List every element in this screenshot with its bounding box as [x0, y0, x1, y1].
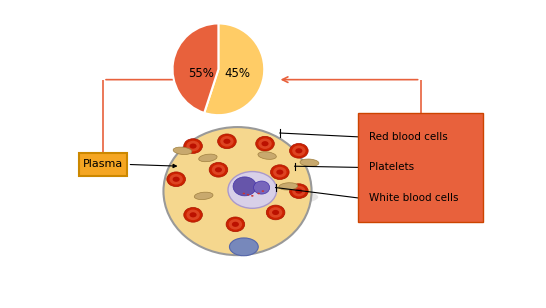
Text: Red blood cells: Red blood cells	[369, 132, 447, 142]
Ellipse shape	[232, 222, 239, 227]
Wedge shape	[173, 23, 218, 113]
Ellipse shape	[184, 208, 203, 222]
Ellipse shape	[173, 147, 192, 155]
Ellipse shape	[295, 148, 302, 153]
Text: Platelets: Platelets	[369, 162, 414, 172]
Ellipse shape	[270, 165, 289, 180]
Ellipse shape	[300, 159, 319, 166]
Ellipse shape	[292, 145, 306, 156]
Ellipse shape	[242, 193, 245, 194]
Ellipse shape	[295, 188, 302, 194]
Ellipse shape	[184, 139, 203, 153]
Ellipse shape	[241, 199, 259, 207]
Ellipse shape	[289, 144, 308, 158]
Ellipse shape	[257, 193, 260, 194]
Ellipse shape	[258, 152, 276, 159]
Ellipse shape	[276, 170, 283, 175]
Ellipse shape	[251, 195, 253, 197]
Ellipse shape	[258, 138, 272, 149]
Ellipse shape	[199, 154, 217, 162]
Ellipse shape	[173, 177, 180, 182]
Ellipse shape	[233, 177, 256, 196]
Ellipse shape	[229, 219, 242, 229]
Ellipse shape	[215, 167, 222, 172]
Text: 55%: 55%	[188, 67, 214, 80]
Ellipse shape	[269, 207, 282, 218]
Ellipse shape	[256, 136, 274, 151]
Text: White blood cells: White blood cells	[369, 193, 458, 203]
Ellipse shape	[262, 190, 264, 192]
Wedge shape	[204, 23, 264, 115]
Ellipse shape	[266, 205, 285, 220]
FancyBboxPatch shape	[79, 153, 128, 176]
Ellipse shape	[289, 184, 308, 198]
Ellipse shape	[189, 144, 197, 149]
Ellipse shape	[247, 194, 250, 196]
Ellipse shape	[186, 141, 200, 151]
Ellipse shape	[212, 164, 225, 175]
Ellipse shape	[220, 136, 234, 147]
Ellipse shape	[228, 172, 277, 208]
Ellipse shape	[272, 210, 279, 215]
Ellipse shape	[167, 172, 186, 187]
Ellipse shape	[163, 185, 318, 209]
Ellipse shape	[209, 162, 228, 177]
Ellipse shape	[229, 238, 258, 256]
Text: Plasma: Plasma	[83, 160, 123, 169]
Ellipse shape	[262, 141, 269, 146]
Ellipse shape	[279, 183, 298, 190]
Ellipse shape	[273, 167, 287, 177]
Ellipse shape	[189, 212, 197, 217]
Ellipse shape	[292, 186, 306, 197]
Text: 45%: 45%	[224, 67, 251, 80]
Ellipse shape	[186, 209, 200, 220]
Ellipse shape	[218, 134, 236, 149]
Ellipse shape	[223, 139, 230, 144]
Ellipse shape	[194, 192, 213, 200]
Ellipse shape	[163, 127, 312, 255]
FancyBboxPatch shape	[358, 113, 483, 222]
Ellipse shape	[253, 181, 270, 194]
Ellipse shape	[226, 217, 245, 232]
Ellipse shape	[169, 174, 183, 184]
